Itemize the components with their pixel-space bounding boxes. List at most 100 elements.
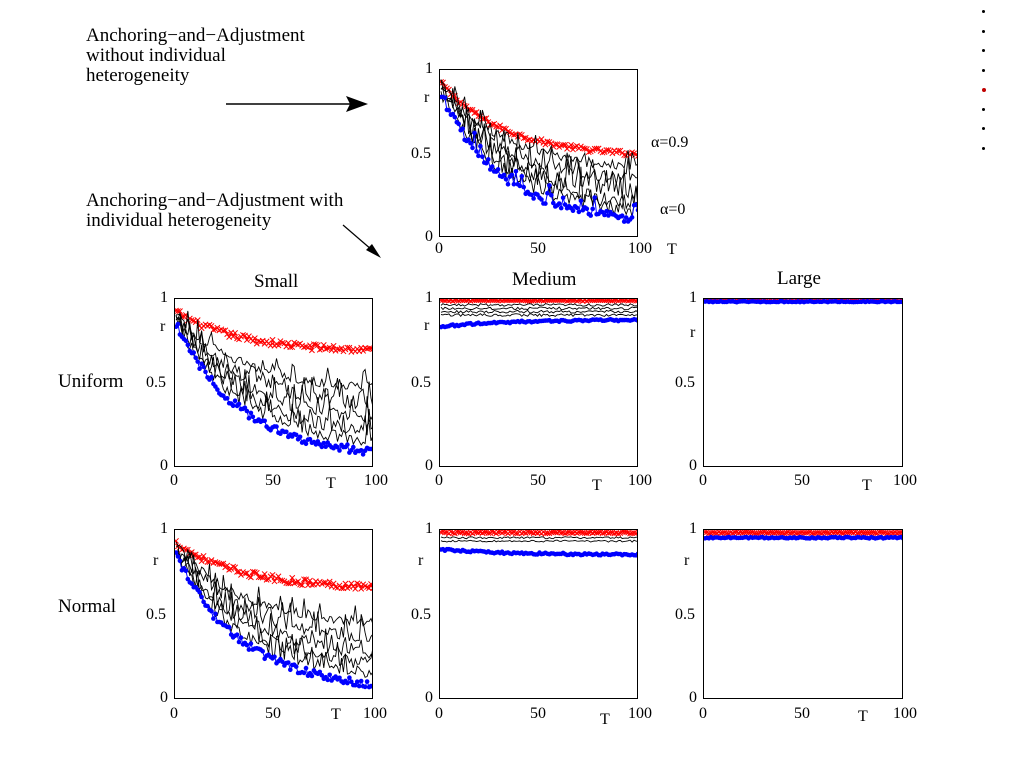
- series-line-2: [175, 542, 372, 627]
- dot-marker: [442, 95, 448, 101]
- dot-marker: [248, 410, 254, 416]
- ns-xlabel: T: [331, 706, 341, 723]
- x-marker: [370, 346, 372, 353]
- dot-marker: [558, 205, 564, 211]
- series-2: [175, 542, 372, 627]
- x-marker: [175, 537, 179, 544]
- x-marker: [570, 299, 576, 303]
- x-marker: [538, 136, 545, 143]
- nav-dot-3[interactable]: [982, 49, 985, 52]
- x-marker: [322, 346, 329, 353]
- x-marker: [489, 530, 496, 535]
- dot-marker: [588, 213, 593, 218]
- dot-marker: [486, 157, 491, 162]
- curve-label-alpha-0: α=0: [660, 201, 686, 218]
- x-marker: [441, 299, 448, 304]
- x-marker: [526, 530, 533, 535]
- dot-marker: [456, 121, 461, 127]
- nav-dot-2[interactable]: [982, 29, 985, 33]
- nav-dot-7[interactable]: [982, 127, 985, 130]
- x-marker: [360, 347, 367, 354]
- plot-uniform-large: [703, 298, 903, 467]
- dot-marker: [201, 364, 206, 370]
- x-marker: [368, 581, 372, 588]
- x-marker: [445, 299, 452, 304]
- x-marker: [481, 299, 488, 303]
- nav-dot-6[interactable]: [982, 107, 985, 111]
- series-line-6: [175, 321, 372, 446]
- x-marker: [451, 299, 458, 303]
- dot-marker: [248, 641, 254, 646]
- x-marker: [560, 299, 567, 303]
- series-2: [175, 310, 372, 391]
- dot-marker: [584, 206, 590, 211]
- dot-marker: [476, 153, 481, 159]
- um-ytick-0: 0: [425, 457, 433, 474]
- dot-marker: [195, 359, 200, 364]
- series-1: [440, 299, 637, 304]
- x-marker: [212, 559, 219, 566]
- ns-ytick-1: 1: [160, 520, 168, 537]
- dot-marker: [353, 682, 358, 688]
- series-6: [440, 316, 637, 330]
- dot-marker: [452, 114, 458, 120]
- column-header-large: Large: [777, 268, 821, 289]
- dot-marker: [480, 154, 485, 159]
- series-7: [440, 94, 637, 224]
- x-marker: [493, 123, 500, 130]
- x-marker: [368, 345, 372, 352]
- x-marker: [289, 574, 296, 581]
- x-marker: [285, 580, 292, 587]
- x-marker: [308, 347, 315, 354]
- series-1: [440, 530, 637, 537]
- dot-marker: [301, 670, 307, 676]
- us-ytick-0: 0: [160, 457, 168, 474]
- dot-marker: [503, 177, 509, 182]
- series-3: [175, 313, 372, 410]
- plot-normal-medium: [439, 529, 638, 699]
- series-3: [175, 550, 372, 642]
- um-ylabel: r: [424, 317, 430, 334]
- nav-dot-8[interactable]: [982, 146, 985, 150]
- dot-marker: [621, 219, 627, 224]
- dot-marker: [236, 401, 242, 407]
- nl-xtick-100: 100: [893, 705, 917, 722]
- x-marker: [633, 530, 637, 537]
- dot-marker: [551, 200, 556, 206]
- x-marker: [611, 299, 618, 303]
- x-marker: [348, 580, 355, 587]
- dot-marker: [345, 442, 350, 447]
- dot-marker: [303, 441, 309, 447]
- nav-dot-1[interactable]: [982, 10, 985, 13]
- dot-marker: [317, 669, 323, 675]
- nm-ylabel: r: [418, 552, 424, 569]
- nav-dot-5[interactable]: [981, 88, 986, 92]
- x-marker: [303, 576, 309, 583]
- nav-dot-4[interactable]: [982, 68, 985, 72]
- x-marker: [497, 122, 504, 129]
- dot-marker: [347, 675, 352, 680]
- x-marker: [615, 530, 622, 537]
- dot-marker: [327, 672, 332, 678]
- nm-xtick-100: 100: [628, 705, 652, 722]
- dot-marker: [635, 318, 637, 323]
- ns-xtick-50: 50: [265, 705, 281, 722]
- ref-xtick-100: 100: [628, 240, 652, 257]
- x-marker: [346, 344, 353, 351]
- nm-xtick-50: 50: [530, 705, 546, 722]
- dot-marker: [209, 608, 214, 614]
- dot-marker: [468, 140, 473, 146]
- nm-ytick-1: 1: [425, 520, 433, 537]
- x-marker: [251, 335, 258, 342]
- x-marker: [562, 530, 569, 537]
- dot-marker: [319, 444, 325, 450]
- dot-marker: [358, 448, 364, 453]
- x-marker: [198, 558, 205, 565]
- us-xlabel: T: [326, 475, 336, 492]
- dot-marker: [545, 190, 550, 196]
- dot-marker: [619, 213, 625, 218]
- x-marker: [631, 299, 637, 303]
- dot-marker: [284, 429, 289, 435]
- arrow-to-reference-plot: [226, 96, 368, 112]
- x-marker: [583, 146, 590, 152]
